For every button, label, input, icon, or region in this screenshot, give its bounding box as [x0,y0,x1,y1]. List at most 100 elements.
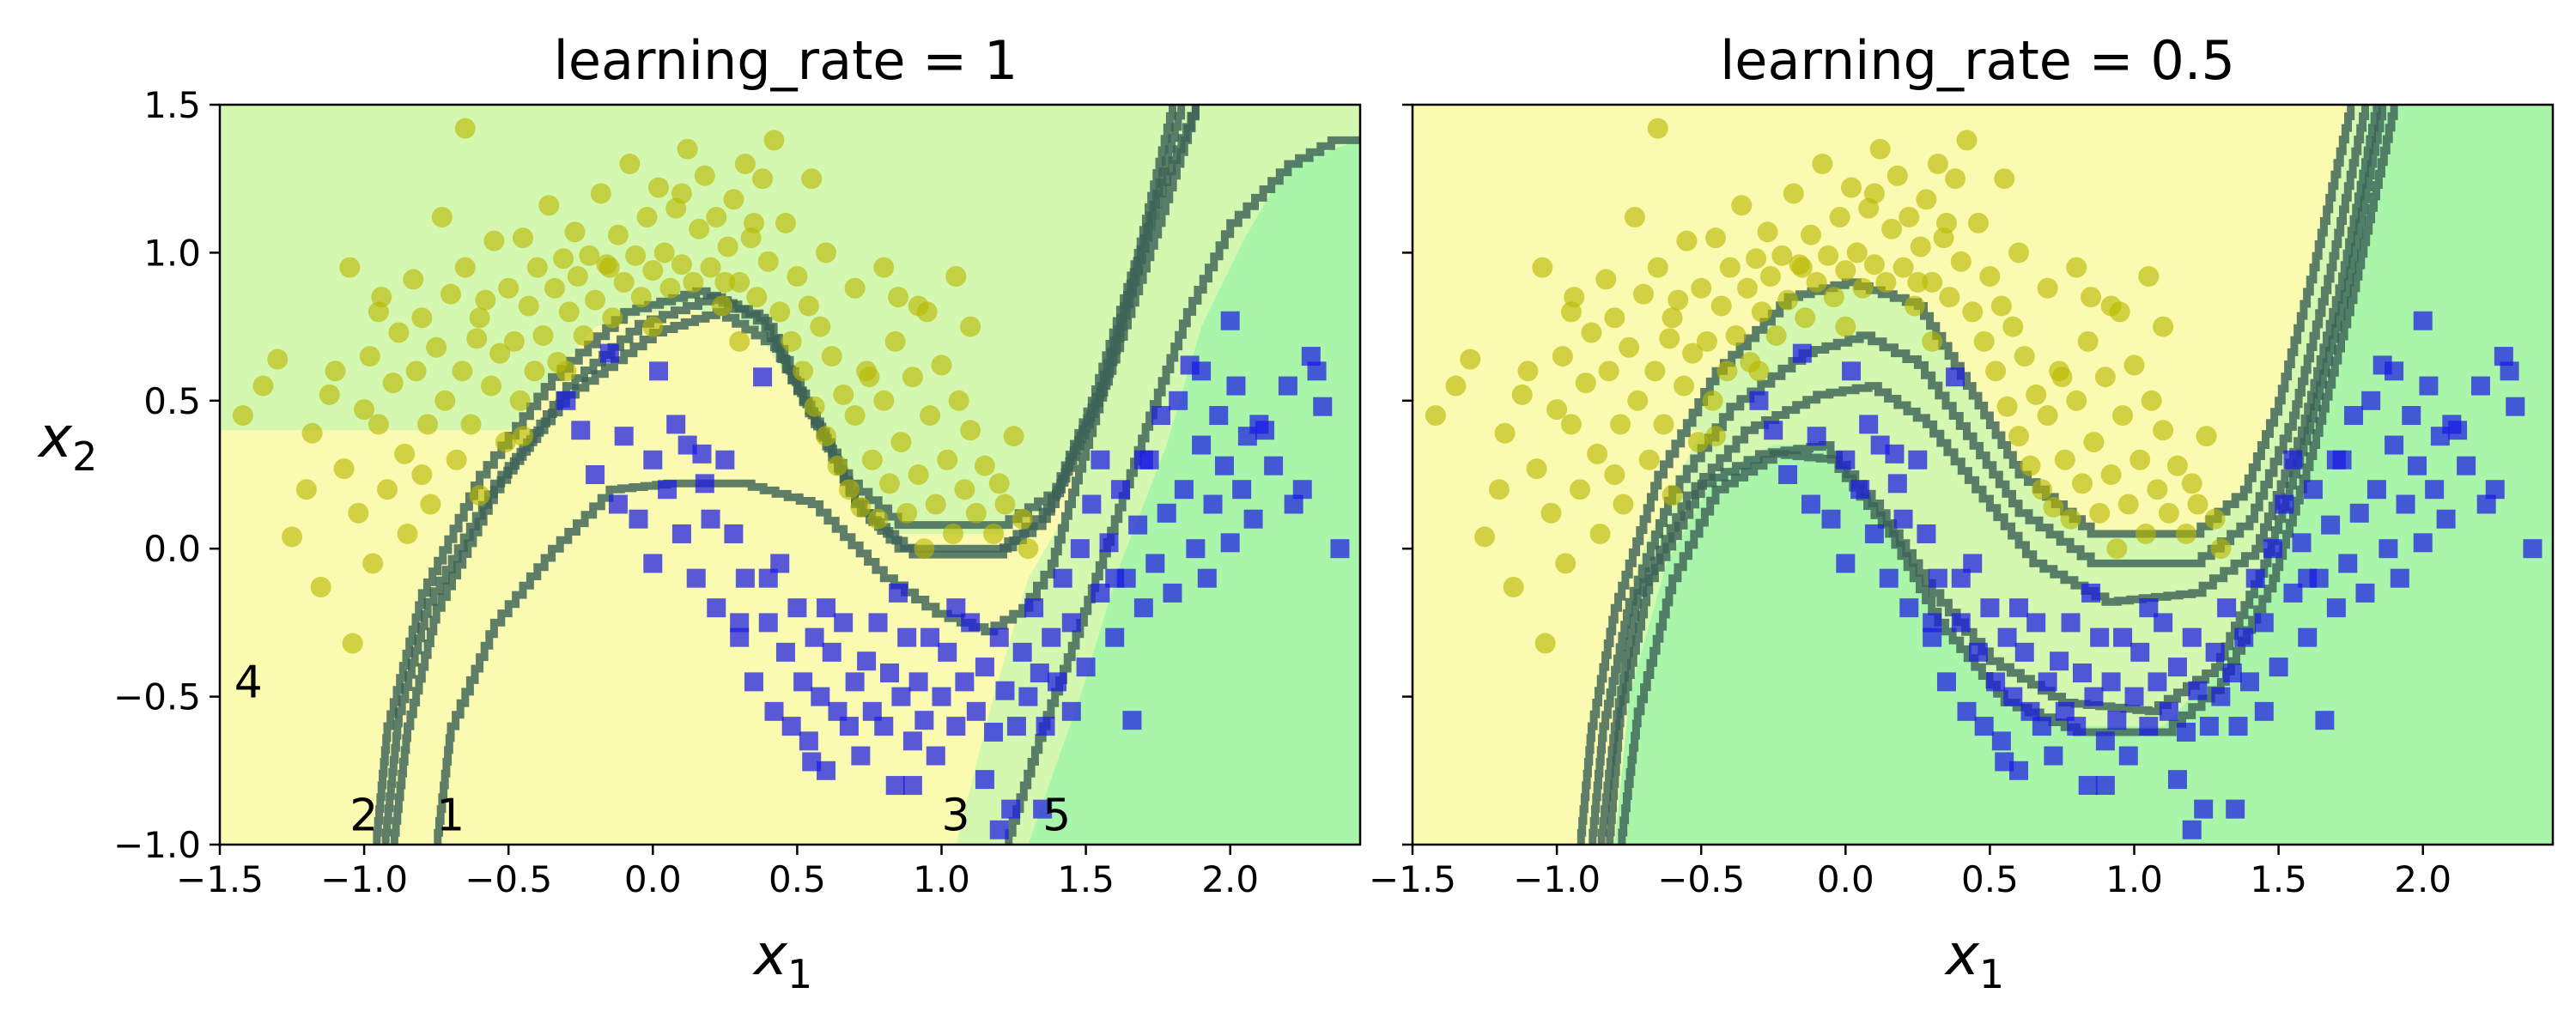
point-class-0 [394,443,416,464]
point-class-0 [1962,301,1984,323]
point-class-1 [1110,480,1130,500]
point-class-0 [440,283,461,305]
point-class-0 [454,257,476,278]
point-class-1 [686,568,706,588]
point-class-0 [359,346,380,367]
y-tick-label: 0.0 [143,528,201,570]
point-class-0 [1653,414,1674,435]
point-class-0 [2043,496,2064,518]
point-class-1 [2182,820,2202,839]
point-class-1 [2228,717,2248,736]
point-class-1 [811,687,830,706]
point-class-0 [524,360,545,382]
x-tick-label: −1.0 [1513,858,1601,900]
point-class-1 [1232,480,1252,500]
point-class-0 [2066,390,2087,411]
point-class-1 [2361,391,2381,410]
point-class-1 [2101,672,2121,692]
point-class-1 [2222,663,2242,683]
point-class-1 [2254,701,2274,721]
point-class-0 [844,405,866,427]
point-class-0 [1716,360,1738,382]
point-class-1 [2263,539,2282,559]
point-class-0 [948,390,969,411]
point-class-0 [1560,414,1582,435]
region-green [1028,140,1360,845]
point-class-0 [1668,289,1689,311]
point-class-0 [945,265,967,287]
point-class-1 [2050,651,2069,671]
point-class-1 [1885,444,1905,464]
point-class-0 [1575,373,1596,394]
point-class-1 [2396,494,2415,514]
point-class-1 [2020,701,2040,721]
point-class-1 [730,613,750,633]
point-class-0 [1534,633,1556,654]
point-class-1 [2061,613,2081,633]
point-class-0 [683,271,704,293]
point-class-0 [1560,301,1582,323]
annotation-label: 4 [234,657,263,708]
point-class-1 [1764,421,1783,440]
point-class-1 [586,465,605,484]
point-class-0 [850,496,872,518]
point-class-0 [983,523,1005,544]
point-class-0 [2066,257,2087,278]
point-class-1 [1042,627,1061,647]
point-class-0 [1662,485,1683,506]
point-class-0 [2141,390,2162,411]
point-class-0 [319,384,340,405]
point-class-1 [787,598,807,618]
point-class-1 [2167,770,2187,790]
point-class-1 [885,776,905,796]
point-class-0 [2054,449,2075,470]
point-class-1 [889,583,908,603]
point-class-1 [753,367,773,387]
point-class-1 [1220,311,1240,330]
point-class-0 [954,479,975,500]
point-class-1 [802,752,822,772]
point-class-0 [1511,384,1533,405]
point-class-1 [938,642,957,662]
point-class-0 [942,523,963,544]
point-class-0 [925,494,946,515]
panel-learning-rate-0-5: learning_rate = 0.5 −1.5 −1.0 −0.5 0.0 0.5 1.… [1369,29,2555,997]
point-class-1 [781,717,801,736]
x-axis-label: x1 [1944,922,2004,997]
panel-title: learning_rate = 0.5 [1720,29,2235,92]
point-class-1 [817,760,836,780]
point-class-0 [1759,265,1781,287]
point-class-0 [573,324,594,346]
point-class-1 [1923,627,1942,647]
point-class-0 [960,316,981,337]
point-class-1 [868,613,888,633]
point-class-0 [301,422,323,444]
point-class-1 [2269,657,2288,677]
x-tick-label: 1.5 [2250,858,2307,900]
point-class-0 [1939,287,1960,308]
point-class-1 [2154,613,2173,633]
point-class-0 [2129,449,2151,470]
point-class-0 [861,449,883,470]
point-class-0 [1552,346,1573,367]
point-class-0 [1613,494,1634,515]
point-class-0 [556,360,577,382]
point-class-1 [1105,568,1125,588]
point-class-0 [1973,330,1995,352]
point-class-0 [431,207,453,228]
point-class-1 [2366,480,2386,500]
point-class-1 [1006,717,1026,736]
point-class-0 [282,526,303,548]
point-class-1 [1012,642,1032,662]
point-class-0 [890,432,912,453]
point-class-1 [1307,361,1327,381]
point-class-1 [2084,687,2104,706]
point-class-0 [2196,426,2217,447]
point-class-0 [526,257,548,278]
point-class-1 [1936,672,1956,692]
point-class-1 [975,657,994,677]
decision-boundary-3 [1597,105,2381,845]
point-class-1 [839,717,859,736]
point-class-0 [411,307,433,329]
x-tick-label: 0.0 [624,858,682,900]
